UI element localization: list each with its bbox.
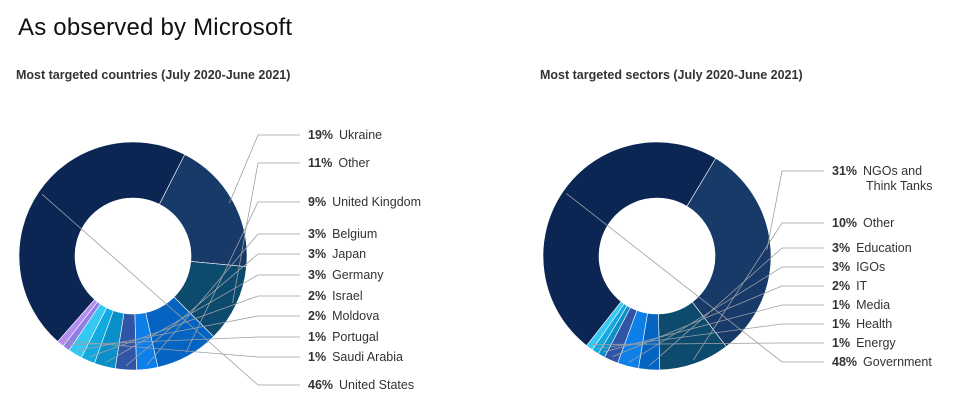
sectors-leader-media	[603, 304, 824, 353]
countries-label-belgium: 3% Belgium	[308, 227, 377, 241]
page-title: As observed by Microsoft	[18, 14, 293, 41]
countries-label-other: 11% Other	[308, 156, 370, 170]
sectors-label-ngos-and-think-tanks: 31% NGOs and Think Tanks	[832, 164, 932, 193]
countries-label-moldova: 2% Moldova	[308, 309, 379, 323]
sectors-leader-other	[693, 222, 824, 360]
countries-slice-ukraine	[158, 154, 248, 268]
countries-leader-israel	[89, 295, 300, 358]
countries-label-ukraine: 19% Ukraine	[308, 128, 382, 142]
sectors-leader-education	[649, 247, 824, 367]
sectors-label-government: 48% Government	[832, 355, 932, 369]
sectors-leader-it	[612, 285, 824, 358]
countries-label-japan: 3% Japan	[308, 247, 366, 261]
sectors-chart-title: Most targeted sectors (July 2020-June 20…	[540, 68, 803, 82]
sectors-leader-energy	[591, 342, 824, 345]
countries-label-israel: 2% Israel	[308, 289, 363, 303]
countries-leader-germany	[105, 274, 300, 363]
sectors-donut	[542, 141, 772, 371]
countries-slice-united-states	[18, 141, 186, 342]
countries-leader-ukraine	[229, 134, 300, 204]
countries-leader-saudi-arabia	[62, 340, 300, 358]
sectors-leader-igos	[628, 266, 824, 363]
countries-label-portugal: 1% Portugal	[308, 330, 379, 344]
sectors-label-energy: 1% Energy	[832, 336, 896, 350]
sectors-leader-government	[566, 193, 824, 363]
sectors-slice-government	[542, 141, 717, 347]
countries-leader-belgium	[146, 233, 300, 366]
countries-label-saudi-arabia: 1% Saudi Arabia	[308, 350, 403, 364]
sectors-label-health: 1% Health	[832, 317, 892, 331]
countries-leader-united-states	[41, 193, 300, 386]
sectors-label-education: 3% Education	[832, 241, 912, 255]
countries-label-united-kingdom: 9% United Kingdom	[308, 195, 421, 209]
sectors-label-it: 2% IT	[832, 279, 868, 293]
countries-leader-portugal	[68, 336, 300, 346]
sectors-label-other: 10% Other	[832, 216, 894, 230]
sectors-label-media: 1% Media	[832, 298, 890, 312]
sectors-label-igos: 3% IGOs	[832, 260, 885, 274]
countries-donut	[18, 141, 248, 371]
countries-label-germany: 3% Germany	[308, 268, 384, 282]
countries-leader-moldova	[76, 315, 300, 352]
sectors-leader-ngos-and-think-tanks	[766, 170, 824, 250]
countries-label-united-states: 46% United States	[308, 378, 414, 392]
countries-leader-japan	[125, 253, 300, 367]
countries-leader-other	[232, 162, 300, 303]
sectors-leader-health	[597, 323, 824, 349]
countries-chart-title: Most targeted countries (July 2020-June …	[16, 68, 291, 82]
